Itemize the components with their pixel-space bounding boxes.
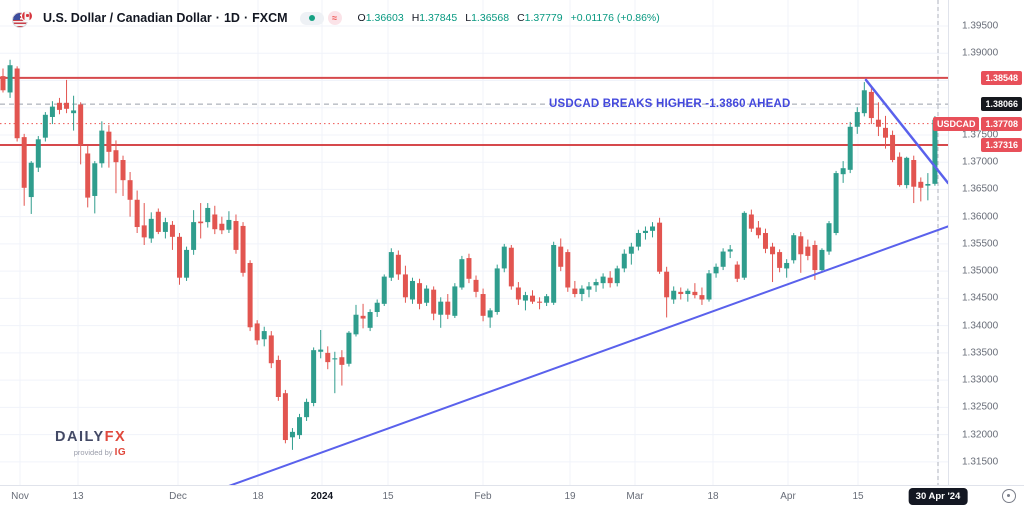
price-tick-1.35500: 1.35500: [962, 238, 999, 250]
high-label: H: [411, 12, 420, 24]
chart-legend: U.S. Dollar / Canadian Dollar · 1D · FXCM ≈ …: [12, 8, 660, 28]
time-tick-13: 13: [72, 491, 84, 502]
price-tick-1.39000: 1.39000: [962, 47, 999, 59]
symbol-name[interactable]: U.S. Dollar / Canadian Dollar: [43, 11, 212, 25]
time-tick-Apr: Apr: [780, 491, 796, 502]
last-price-badge: 1.37708: [981, 116, 1022, 131]
candlestick-series: [0, 59, 938, 450]
price-tick-1.37000: 1.37000: [962, 156, 999, 168]
high-value: 1.37845: [419, 12, 458, 24]
ohlc-readout: O 1.36603 H 1.37845 L 1.36568 C 1.37779 +0.0…: [358, 12, 660, 24]
price-tick-1.31500: 1.31500: [962, 456, 999, 468]
time-tick-Mar: Mar: [626, 491, 644, 502]
open-label: O: [357, 12, 366, 24]
price-tick-1.36500: 1.36500: [962, 183, 999, 195]
market-open-dot-icon: [308, 15, 315, 21]
price-level-badge-1.38066: 1.38066: [981, 97, 1022, 112]
price-level-badge-1.38548: 1.38548: [981, 70, 1022, 85]
price-tick-1.36000: 1.36000: [962, 211, 999, 223]
flag-symbol-button[interactable]: ≈: [327, 11, 342, 25]
timeframe-label[interactable]: 1D: [223, 11, 240, 25]
time-tick-Dec: Dec: [169, 491, 187, 502]
price-levels[interactable]: [0, 76, 986, 146]
symbol-title[interactable]: U.S. Dollar / Canadian Dollar · 1D · FXCM: [43, 11, 288, 25]
low-label: L: [465, 12, 472, 24]
canada-flag-icon: [21, 9, 33, 22]
price-tick-1.37500: 1.37500: [962, 129, 999, 141]
price-tick-1.34000: 1.34000: [962, 320, 999, 332]
time-tick-19: 19: [564, 491, 576, 502]
time-tick-Feb: Feb: [474, 491, 492, 502]
last-date-badge: 30 Apr '24: [908, 488, 968, 505]
exchange-label[interactable]: FXCM: [252, 11, 288, 25]
reset-view-button[interactable]: [1000, 487, 1017, 504]
price-tick-1.33500: 1.33500: [962, 347, 999, 359]
price-tick-1.32500: 1.32500: [962, 401, 999, 413]
change-value: +0.01176 (+0.86%): [570, 12, 660, 24]
price-tick-1.35000: 1.35000: [962, 265, 999, 277]
dailyfx-logo: DAILYFX provided by IG: [55, 429, 127, 458]
time-tick-15: 15: [852, 491, 864, 502]
grid: [0, 0, 948, 485]
symbol-name-badge: USDCAD: [932, 116, 980, 131]
market-open-indicator[interactable]: [299, 11, 324, 25]
close-label: C: [517, 12, 525, 24]
close-value: 1.37779: [524, 12, 563, 24]
time-tick-Nov: Nov: [11, 491, 29, 502]
price-tick-1.34500: 1.34500: [962, 292, 999, 304]
time-axis[interactable]: Nov 13 Dec 18 2024 15 Feb 19 Mar 18 Apr 15 30 Apr '2…: [0, 485, 1024, 508]
price-tick-1.33000: 1.33000: [962, 374, 999, 386]
price-tick-1.32000: 1.32000: [962, 429, 999, 441]
time-tick-15: 15: [382, 491, 394, 502]
time-tick-18: 18: [252, 491, 264, 502]
chart-text-annotation[interactable]: USDCAD BREAKS HIGHER -1.3860 AHEAD: [549, 98, 791, 110]
price-axis[interactable]: 1.39500 1.39000 1.37500 1.37000 1.36500 1.360…: [932, 0, 1024, 485]
low-value: 1.36568: [471, 12, 510, 24]
price-level-badge-1.37316: 1.37316: [981, 137, 1022, 152]
price-tick-1.39500: 1.39500: [962, 20, 999, 32]
time-tick-2024: 2024: [310, 491, 334, 502]
time-tick-18: 18: [707, 491, 719, 502]
target-icon: [1001, 488, 1016, 503]
trendline-2[interactable]: [864, 78, 950, 185]
symbol-price-badge: USDCAD 1.37708: [932, 116, 1022, 131]
open-value: 1.36603: [365, 12, 404, 24]
trendline-1[interactable]: [189, 211, 989, 501]
usd-cad-flags-icon: [12, 9, 36, 28]
